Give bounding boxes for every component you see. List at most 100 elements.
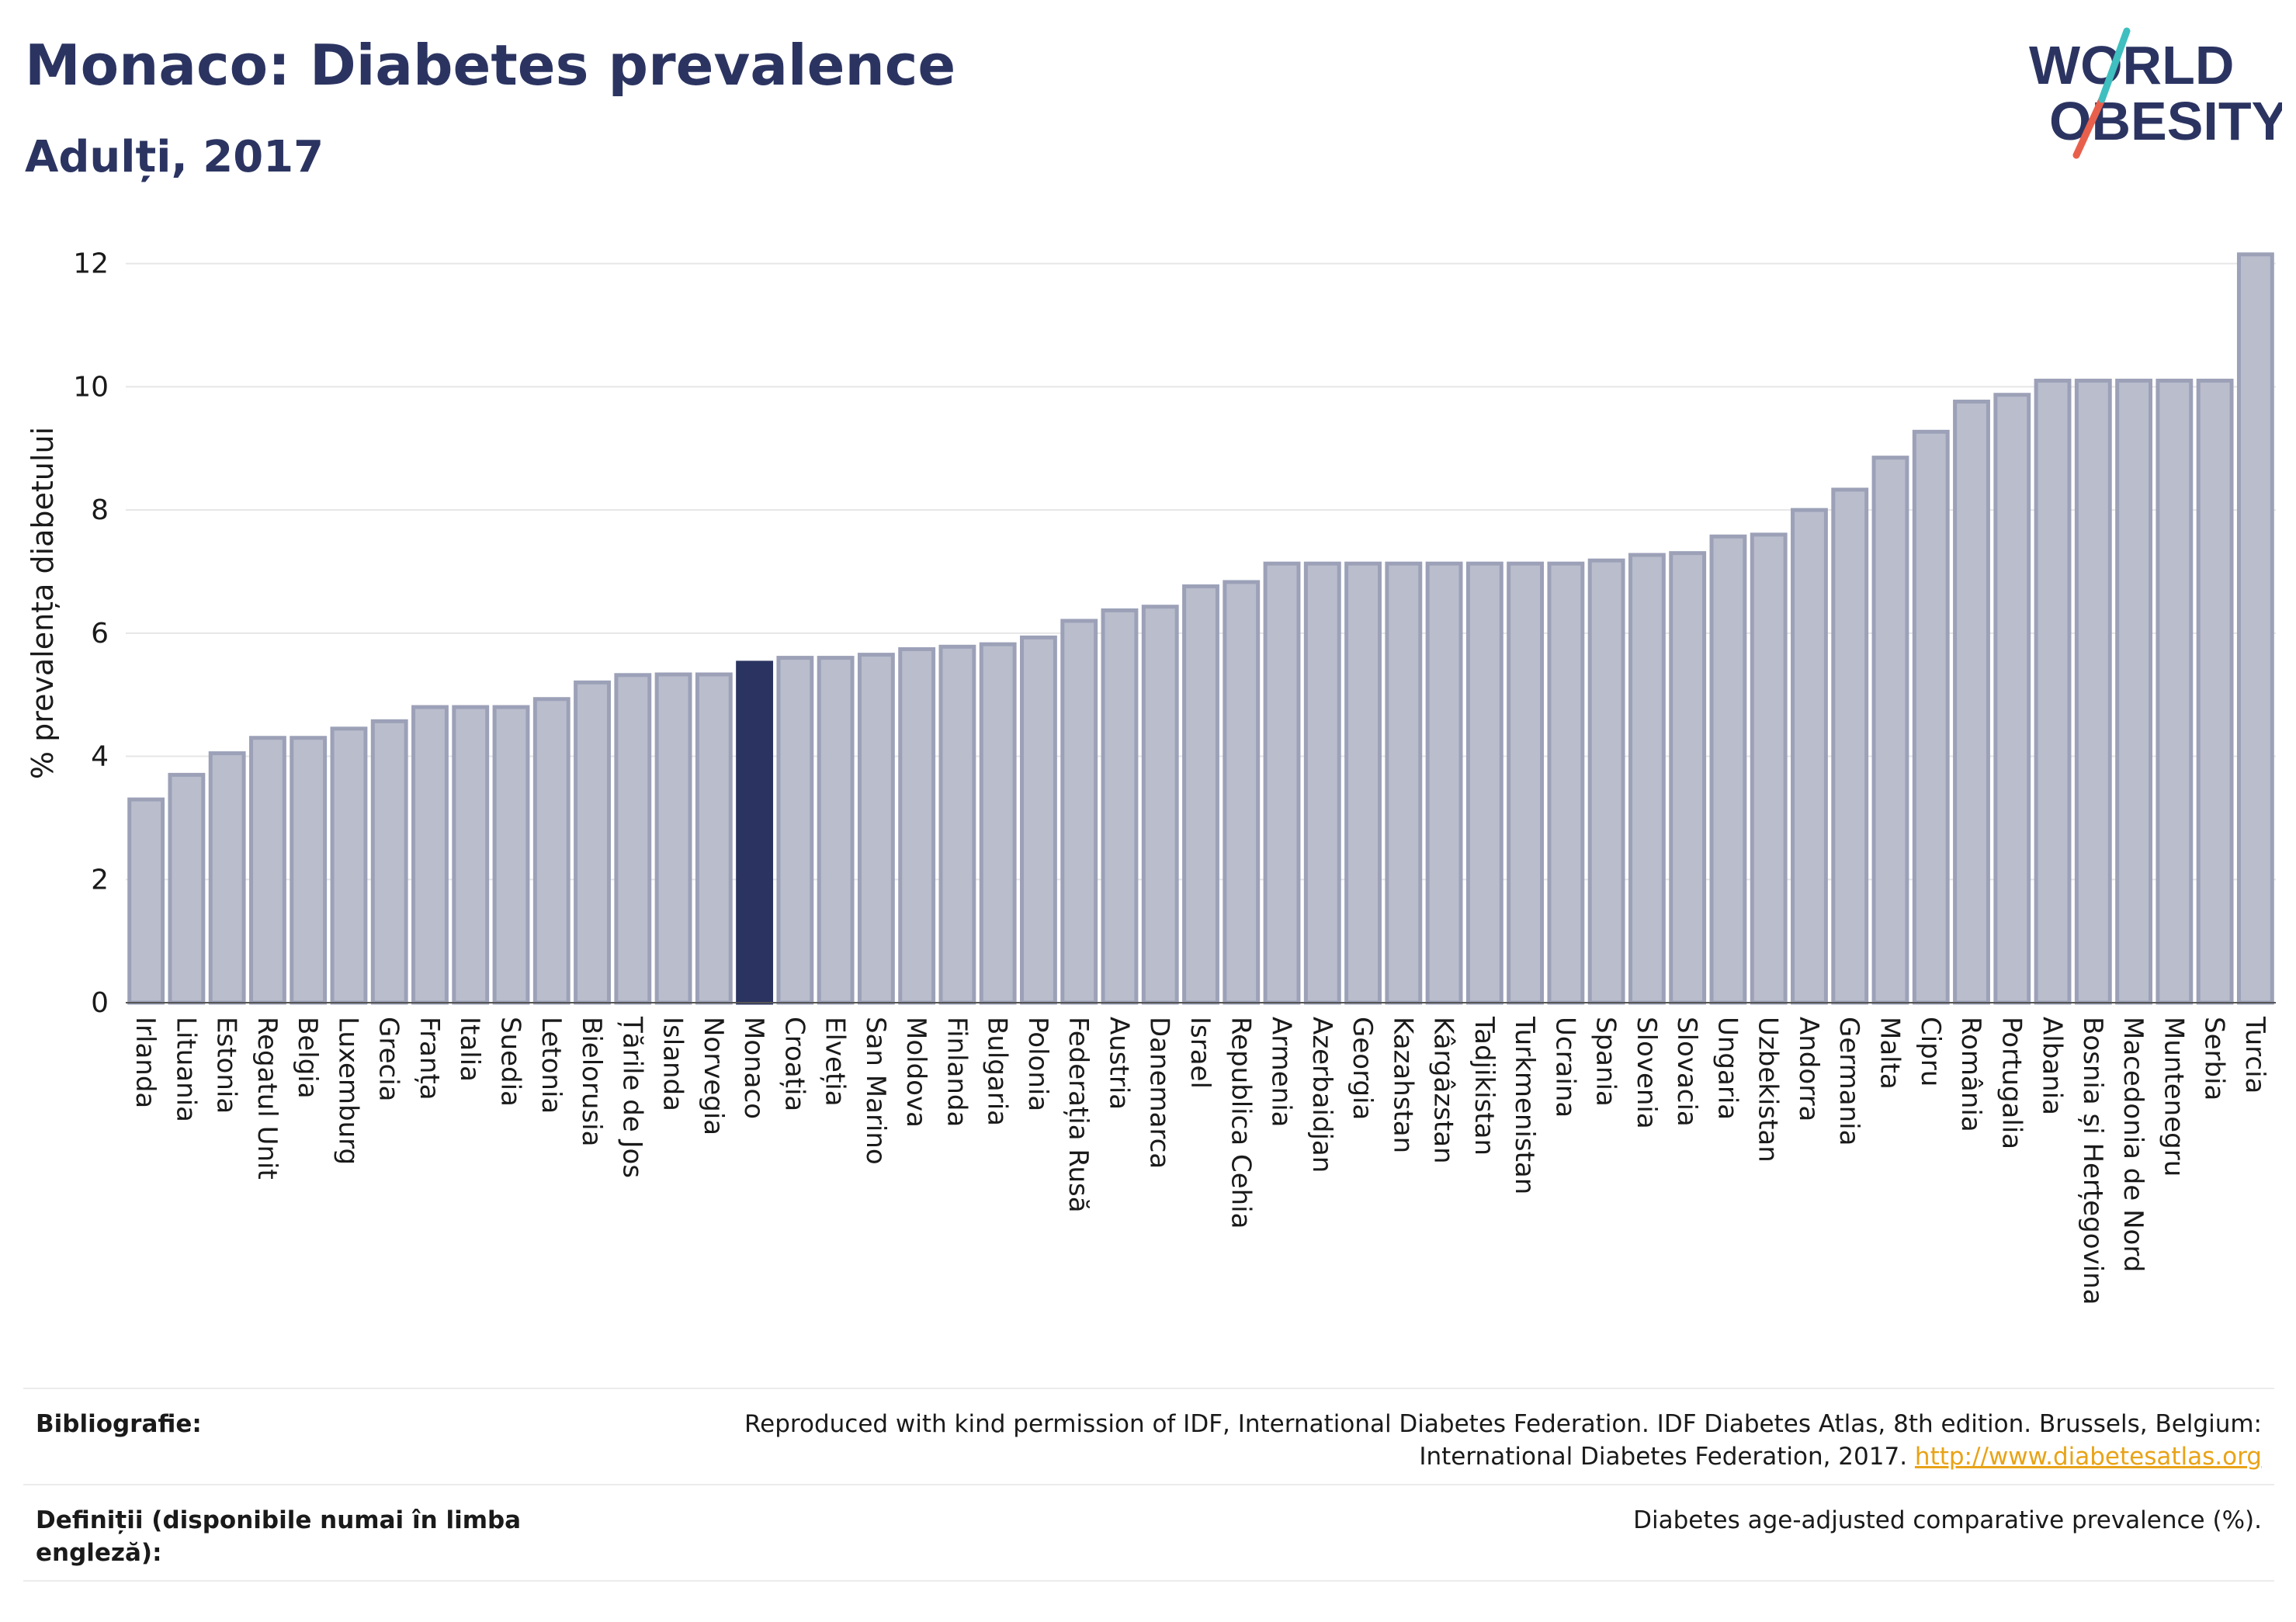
bar: [492, 705, 530, 1005]
x-tick-label: Armenia: [1266, 1017, 1297, 1128]
footer-bibliography: Bibliografie: Reproduced with kind permi…: [23, 1388, 2274, 1485]
x-tick-label: Croația: [779, 1017, 810, 1111]
x-tick-label: Islanda: [657, 1017, 688, 1111]
bar: [168, 772, 206, 1005]
x-tick-label: Suedia: [495, 1017, 526, 1107]
bar: [1385, 561, 1423, 1005]
bar: [979, 642, 1017, 1005]
bar: [574, 680, 611, 1005]
x-tick-label: Irlanda: [130, 1017, 161, 1108]
bar: [2074, 378, 2112, 1005]
bar: [776, 656, 814, 1005]
x-tick-label: Luxemburg: [332, 1017, 363, 1165]
bar: [1587, 558, 1625, 1005]
y-tick-label: 2: [91, 864, 109, 896]
x-tick-label: Macedonia de Nord: [2117, 1017, 2149, 1272]
x-tick-label: Turkmenistan: [1509, 1016, 1540, 1194]
bar: [1547, 561, 1585, 1005]
bibliography-line1: Reproduced with kind permission of IDF, …: [744, 1410, 2262, 1438]
bar: [1223, 580, 1261, 1005]
bar: [411, 705, 449, 1005]
bar: [452, 705, 490, 1005]
bar: [1060, 619, 1098, 1005]
x-tick-labels: Irlanda Lituania Estonia Regatul Unit Belgia…: [130, 1016, 2270, 1305]
x-tick-label: Israel: [1184, 1017, 1216, 1089]
bar: [857, 653, 895, 1005]
x-tick-label: Serbia: [2199, 1017, 2230, 1100]
y-tick-label: 0: [91, 987, 109, 1019]
x-tick-label: Turcia: [2239, 1016, 2270, 1093]
x-tick-label: Kârgâzstan: [1428, 1017, 1459, 1164]
x-tick-label: Bosnia și Herțegovina: [2077, 1017, 2108, 1305]
bar: [1791, 508, 1828, 1005]
x-tick-label: Țările de Jos: [616, 1016, 647, 1178]
x-tick-label: Elveția: [820, 1017, 851, 1107]
bar: [370, 719, 408, 1005]
bar: [1831, 487, 1869, 1005]
bar: [817, 656, 855, 1005]
page-subtitle: Adulți, 2017: [25, 132, 324, 182]
bar: [1141, 605, 1179, 1005]
x-tick-label: Uzbekistan: [1753, 1017, 1784, 1163]
footer-definitions: Definiții (disponibile numai în limba en…: [23, 1484, 2274, 1582]
x-tick-label: Cipru: [1915, 1017, 1946, 1087]
bar: [1303, 561, 1341, 1005]
bar: [1669, 551, 1707, 1005]
y-axis-label: % prevalența diabetului: [26, 427, 60, 779]
x-tick-label: Grecia: [373, 1017, 404, 1101]
x-tick-label: Austria: [1103, 1017, 1134, 1110]
x-tick-label: România: [1955, 1017, 1986, 1132]
bibliography-line2: International Diabetes Federation, 2017.: [1419, 1443, 1908, 1471]
bar: [2115, 378, 2153, 1005]
footer-bottom-rule: [23, 1580, 2274, 1582]
bar: [1425, 561, 1463, 1005]
bar: [2156, 378, 2194, 1005]
x-tick-label: Belgia: [292, 1017, 323, 1099]
bar: [1182, 584, 1219, 1005]
bar: [248, 736, 286, 1005]
bar: [1871, 456, 1909, 1005]
bar: [1709, 534, 1747, 1005]
x-tick-label: Lituania: [170, 1017, 201, 1122]
bibliography-link[interactable]: http://www.diabetesatlas.org: [1914, 1443, 2262, 1471]
bar: [127, 797, 165, 1005]
bar: [898, 646, 936, 1005]
x-tick-label: Monaco: [738, 1017, 769, 1119]
page-title: Monaco: Diabetes prevalence: [25, 33, 956, 98]
bibliography-text: Reproduced with kind permission of IDF, …: [632, 1408, 2262, 1473]
world-obesity-logo: WORLD OBESITY: [2029, 27, 2282, 159]
x-tick-label: Albania: [2037, 1017, 2068, 1115]
x-tick-label: Bulgaria: [982, 1017, 1013, 1126]
bar-highlight: [736, 660, 774, 1005]
bar: [2236, 252, 2274, 1005]
bar: [1628, 553, 1666, 1005]
bar: [938, 644, 976, 1005]
x-tick-label: Kazahstan: [1387, 1017, 1418, 1153]
bar: [532, 697, 571, 1005]
x-tick-label: Finlanda: [941, 1017, 972, 1127]
bar: [1465, 561, 1503, 1005]
bar: [1020, 635, 1057, 1005]
x-tick-label: Georgia: [1347, 1017, 1378, 1120]
x-tick-label: Slovacia: [1671, 1017, 1702, 1127]
x-tick-label: Regatul Unit: [251, 1017, 283, 1180]
x-tick-label: Muntenegru: [2158, 1017, 2189, 1177]
logo-text-obesity: OBESITY: [2049, 91, 2282, 151]
x-tick-label: Italia: [454, 1017, 485, 1082]
x-tick-label: Republica Cehia: [1225, 1017, 1256, 1229]
logo-slash-red: [2072, 95, 2106, 159]
x-tick-label: Franța: [414, 1017, 445, 1100]
logo-slash-teal: [2098, 27, 2131, 103]
bar: [1101, 608, 1139, 1005]
bar: [1507, 561, 1545, 1005]
x-tick-label: Ungaria: [1712, 1017, 1743, 1120]
bar: [330, 726, 368, 1005]
x-tick-label: Bielorusia: [576, 1017, 607, 1146]
bar: [1263, 561, 1301, 1005]
bar: [614, 673, 652, 1005]
y-tick-label: 8: [91, 494, 109, 526]
bar: [1344, 561, 1382, 1005]
x-tick-label: Norvegia: [698, 1017, 729, 1135]
y-tick-label: 6: [91, 618, 109, 650]
x-tick-label: San Marino: [860, 1017, 891, 1165]
